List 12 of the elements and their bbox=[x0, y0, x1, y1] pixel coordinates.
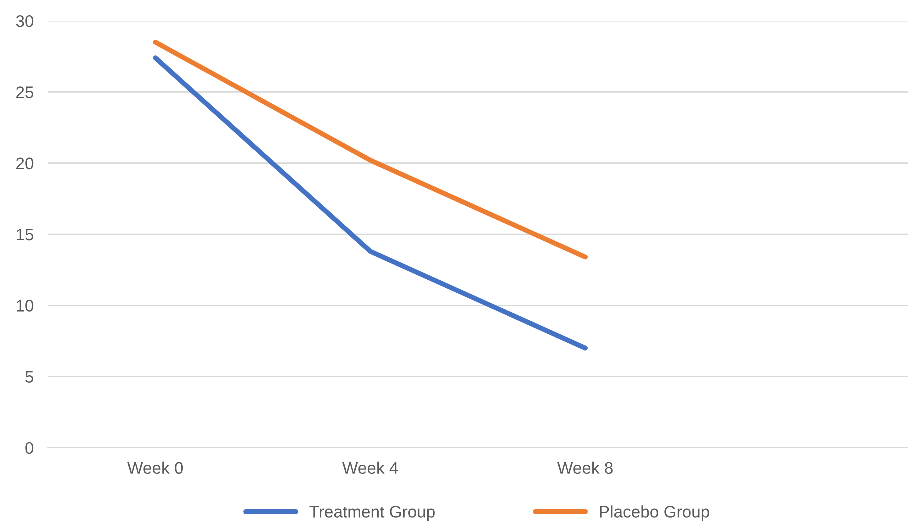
x-tick-label: Week 0 bbox=[128, 462, 184, 474]
y-tick-label: 25 bbox=[16, 86, 34, 98]
x-tick-label: Week 8 bbox=[558, 462, 613, 474]
y-tick-label: 0 bbox=[26, 442, 34, 454]
y-tick-label: 30 bbox=[16, 15, 34, 28]
y-tick-label: 10 bbox=[16, 300, 34, 312]
y-tick-label: 20 bbox=[16, 158, 34, 170]
x-tick-label: Week 4 bbox=[342, 462, 398, 474]
legend-label: Treatment Group bbox=[310, 506, 435, 522]
y-tick-label: 5 bbox=[26, 371, 34, 384]
y-tick-label: 15 bbox=[16, 229, 34, 241]
legend-label: Placebo Group bbox=[600, 506, 710, 522]
